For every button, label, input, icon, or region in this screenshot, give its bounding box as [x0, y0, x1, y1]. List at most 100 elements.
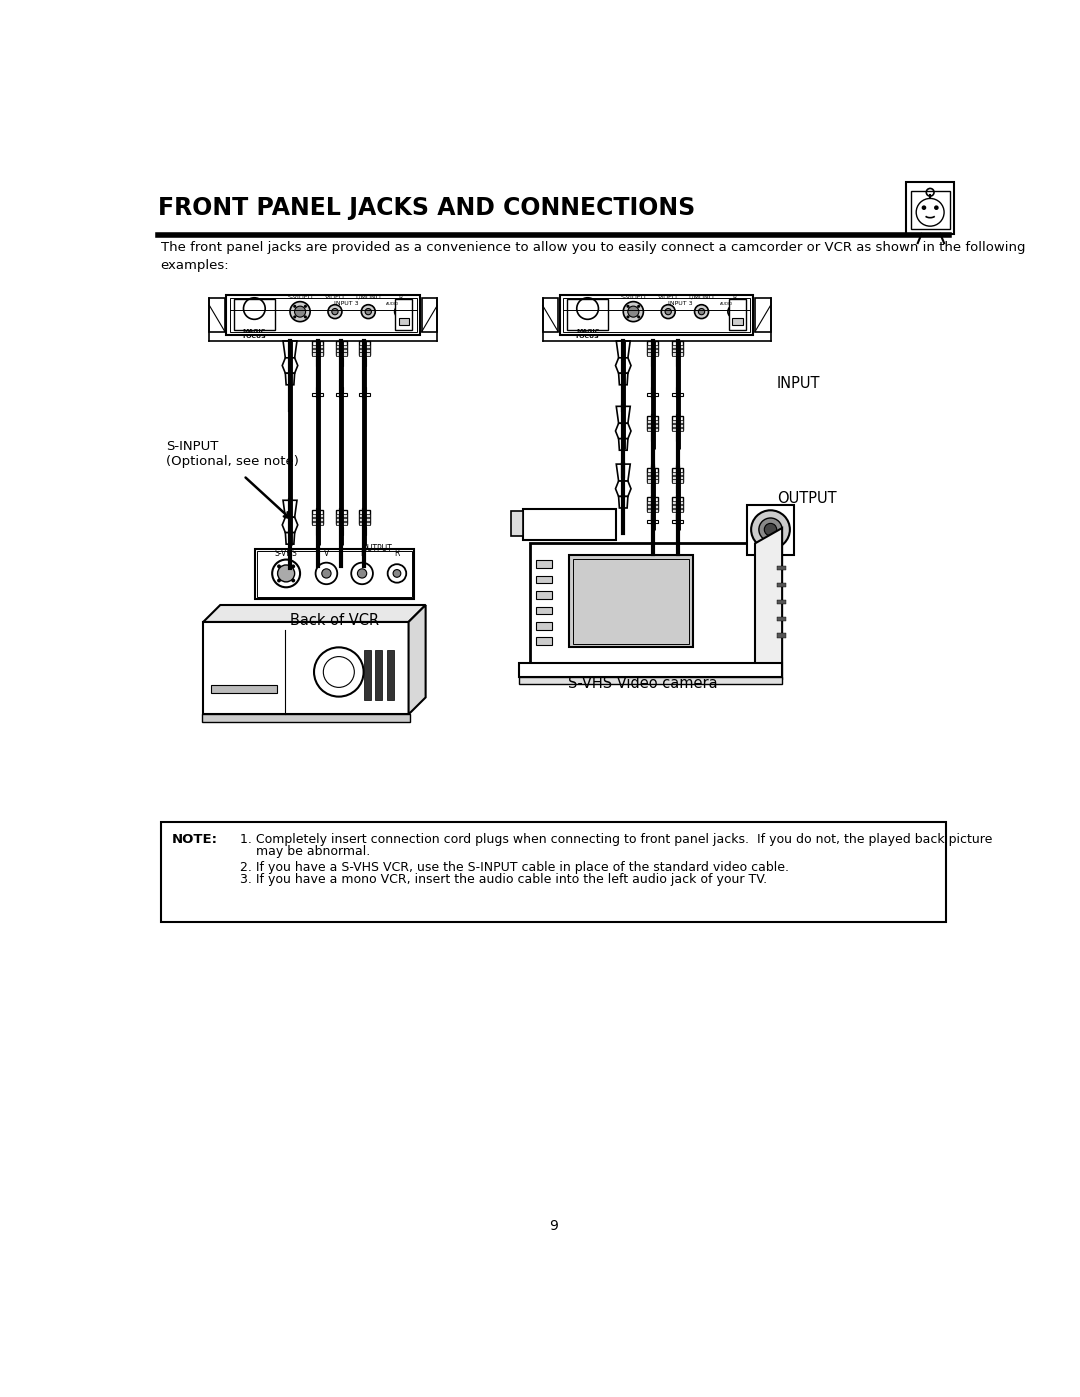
- Circle shape: [303, 305, 307, 307]
- Text: VIDEO: VIDEO: [659, 295, 678, 299]
- Circle shape: [765, 524, 777, 535]
- Bar: [647, 468, 658, 482]
- Bar: [312, 341, 323, 355]
- Bar: [257, 550, 411, 597]
- Bar: [359, 522, 369, 525]
- Bar: [672, 420, 683, 423]
- Bar: [647, 345, 658, 348]
- Bar: [910, 191, 949, 229]
- Bar: [672, 471, 683, 474]
- Text: R: R: [394, 549, 400, 559]
- Bar: [647, 393, 658, 397]
- Bar: [336, 345, 347, 348]
- Bar: [336, 563, 347, 566]
- Circle shape: [293, 305, 296, 307]
- Text: FRONT PANEL JACKS AND CONNECTIONS: FRONT PANEL JACKS AND CONNECTIONS: [159, 196, 696, 219]
- Bar: [647, 502, 658, 504]
- Bar: [672, 352, 683, 355]
- Circle shape: [292, 578, 295, 583]
- Bar: [676, 514, 679, 522]
- Text: R: R: [732, 295, 737, 299]
- Bar: [747, 504, 794, 555]
- Bar: [530, 543, 755, 662]
- Polygon shape: [616, 423, 631, 439]
- Bar: [537, 606, 552, 615]
- Circle shape: [637, 316, 640, 319]
- Bar: [537, 591, 552, 599]
- Bar: [202, 714, 410, 722]
- Bar: [336, 510, 347, 524]
- Bar: [336, 341, 347, 355]
- Circle shape: [322, 569, 332, 578]
- Bar: [651, 485, 654, 493]
- Bar: [359, 518, 369, 521]
- Bar: [651, 358, 654, 366]
- Polygon shape: [619, 439, 627, 450]
- Circle shape: [292, 564, 295, 569]
- Bar: [336, 518, 347, 521]
- Bar: [647, 425, 658, 427]
- Bar: [363, 527, 366, 535]
- Bar: [672, 550, 683, 555]
- Bar: [672, 425, 683, 427]
- Bar: [651, 387, 654, 391]
- Text: NOTE:: NOTE:: [172, 833, 218, 847]
- Bar: [227, 295, 420, 335]
- Circle shape: [399, 309, 404, 314]
- Circle shape: [362, 305, 375, 319]
- Circle shape: [921, 205, 927, 210]
- Bar: [676, 485, 679, 493]
- Bar: [676, 433, 679, 441]
- Bar: [672, 349, 683, 352]
- Bar: [230, 298, 417, 331]
- Bar: [647, 497, 658, 511]
- Bar: [672, 341, 683, 355]
- Bar: [672, 479, 683, 482]
- Bar: [672, 475, 683, 479]
- Text: $^{\mathsf{AUDIO}}$: $^{\mathsf{AUDIO}}$: [718, 302, 733, 306]
- Circle shape: [637, 305, 640, 307]
- Bar: [363, 358, 366, 366]
- Circle shape: [315, 563, 337, 584]
- Text: $^{\mathsf{AUDIO}}$: $^{\mathsf{AUDIO}}$: [386, 302, 400, 306]
- Bar: [569, 555, 693, 647]
- Bar: [647, 349, 658, 352]
- Circle shape: [626, 316, 630, 319]
- Bar: [672, 520, 683, 524]
- Circle shape: [393, 570, 401, 577]
- Bar: [563, 298, 751, 331]
- Circle shape: [351, 563, 373, 584]
- Text: may be abnormal.: may be abnormal.: [240, 845, 369, 858]
- Bar: [647, 341, 658, 355]
- Bar: [647, 550, 658, 555]
- Bar: [312, 514, 323, 517]
- Bar: [672, 468, 683, 482]
- Circle shape: [934, 205, 939, 210]
- Text: OUTPUT: OUTPUT: [777, 492, 836, 506]
- Bar: [312, 510, 323, 524]
- Bar: [359, 349, 369, 352]
- Bar: [339, 527, 342, 535]
- Bar: [316, 358, 320, 366]
- Circle shape: [278, 564, 295, 583]
- Polygon shape: [619, 496, 627, 509]
- Bar: [906, 182, 954, 233]
- Bar: [572, 559, 689, 644]
- Circle shape: [751, 510, 789, 549]
- Circle shape: [291, 302, 310, 321]
- Text: S-INPUT
(Optional, see note): S-INPUT (Optional, see note): [166, 440, 299, 468]
- Polygon shape: [285, 373, 295, 384]
- Polygon shape: [616, 358, 631, 373]
- Text: VIDEO: VIDEO: [325, 295, 345, 299]
- Circle shape: [293, 316, 296, 319]
- Bar: [364, 651, 370, 700]
- Bar: [255, 549, 414, 599]
- Bar: [339, 387, 342, 391]
- Bar: [234, 299, 274, 330]
- Bar: [518, 676, 782, 685]
- Bar: [647, 509, 658, 511]
- Circle shape: [278, 578, 281, 583]
- Bar: [777, 583, 786, 587]
- Bar: [316, 387, 320, 391]
- Polygon shape: [282, 517, 298, 532]
